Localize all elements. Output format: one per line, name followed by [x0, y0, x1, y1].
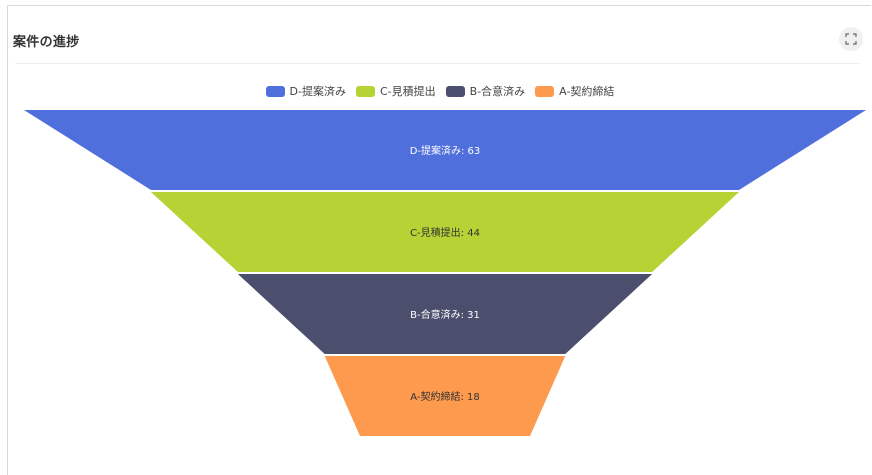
funnel-label-2: B-合意済み: 31	[410, 308, 480, 321]
expand-icon	[845, 33, 857, 45]
legend-item-a[interactable]: A-契約締結	[535, 83, 614, 99]
legend-item-d[interactable]: D-提案済み	[265, 83, 346, 99]
legend-label: D-提案済み	[289, 85, 346, 98]
chart-legend: D-提案済み C-見積提出 B-合意済み A-契約締結	[8, 83, 872, 99]
legend-label: B-合意済み	[469, 85, 526, 98]
card-title: 案件の進捗	[13, 35, 80, 50]
legend-swatch	[445, 85, 465, 97]
funnel-label-0: D-提案済み: 63	[410, 144, 481, 157]
expand-button[interactable]	[839, 27, 863, 51]
funnel-segment-2[interactable]	[237, 274, 653, 354]
funnel-segment-3[interactable]	[324, 356, 566, 436]
legend-swatch	[265, 85, 285, 97]
legend-label: C-見積提出	[380, 85, 436, 98]
header-divider	[15, 63, 860, 64]
legend-label: A-契約締結	[559, 85, 615, 98]
legend-item-b[interactable]: B-合意済み	[445, 83, 526, 99]
funnel-label-3: A-契約締結: 18	[410, 390, 480, 403]
funnel-segment-1[interactable]	[150, 192, 740, 272]
legend-swatch	[535, 85, 555, 97]
legend-swatch	[356, 85, 375, 97]
funnel-segment-0[interactable]	[24, 110, 866, 190]
funnel-label-1: C-見積提出: 44	[410, 226, 480, 239]
legend-item-c[interactable]: C-見積提出	[356, 83, 436, 99]
